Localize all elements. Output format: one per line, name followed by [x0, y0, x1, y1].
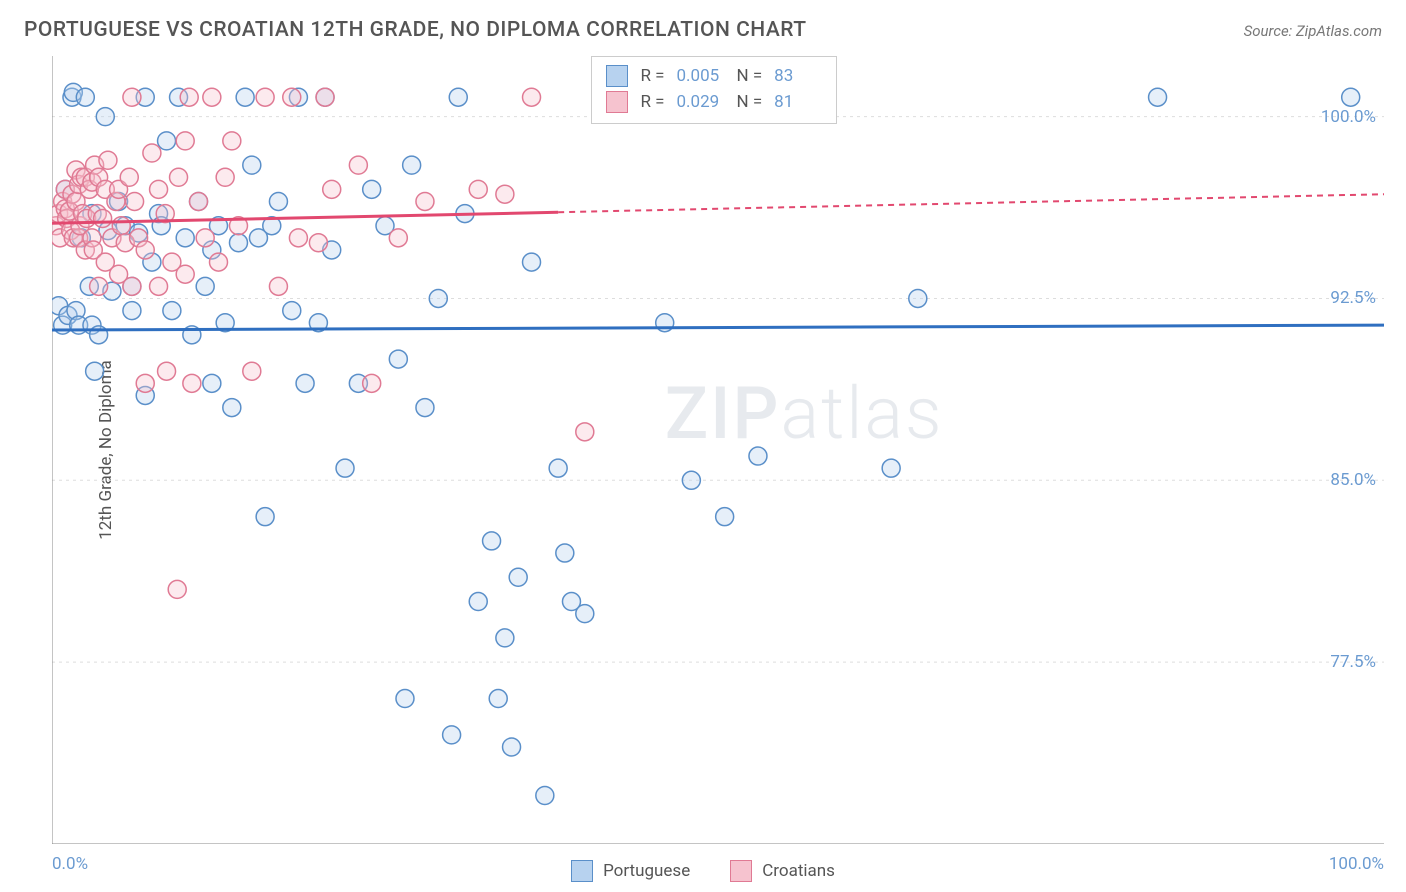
stats-legend-box: R = 0.005 N = 83 R = 0.029 N = 81 — [591, 56, 837, 124]
legend-swatch — [606, 65, 628, 87]
legend-label: Croatians — [762, 861, 835, 881]
stats-n-label: N = — [736, 66, 762, 86]
y-tick-label: 92.5% — [1330, 288, 1376, 308]
scatter-plot — [52, 56, 1384, 844]
stats-n-value: 83 — [774, 66, 822, 86]
source-label: Source: ZipAtlas.com — [1244, 22, 1382, 40]
footer-legend-item: Portuguese — [571, 860, 690, 882]
footer-legend-item: Croatians — [730, 860, 835, 882]
stats-r-value: 0.029 — [676, 92, 724, 112]
stats-n-label: N = — [736, 92, 762, 112]
stats-r-value: 0.005 — [676, 66, 724, 86]
legend-swatch — [730, 860, 752, 882]
stats-n-value: 81 — [774, 92, 822, 112]
stats-row: R = 0.005 N = 83 — [606, 63, 822, 89]
y-tick-label: 77.5% — [1330, 652, 1376, 672]
stats-r-label: R = — [640, 92, 664, 112]
y-tick-label: 85.0% — [1330, 470, 1376, 490]
footer-legend: Portuguese Croatians — [0, 860, 1406, 882]
legend-label: Portuguese — [603, 861, 690, 881]
chart-title: PORTUGUESE VS CROATIAN 12TH GRADE, NO DI… — [24, 18, 807, 42]
stats-row: R = 0.029 N = 81 — [606, 89, 822, 115]
stats-r-label: R = — [640, 66, 664, 86]
y-tick-label: 100.0% — [1321, 107, 1376, 127]
plot-area: 12th Grade, No Diploma ZIPatlas R =0.005… — [52, 56, 1384, 844]
legend-swatch — [571, 860, 593, 882]
legend-swatch — [606, 91, 628, 113]
